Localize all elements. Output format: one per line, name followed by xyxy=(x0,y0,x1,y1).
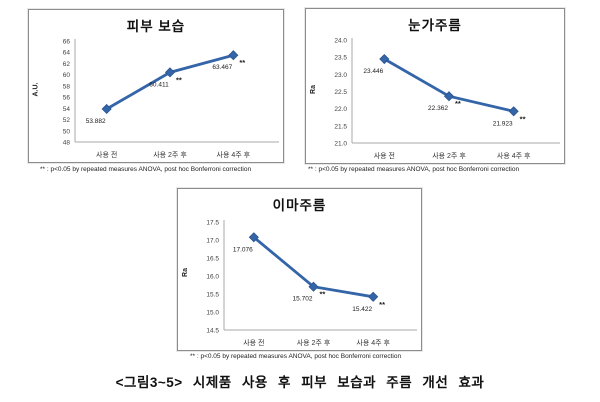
svg-text:15.0: 15.0 xyxy=(206,310,219,317)
y-axis-label-text: Ra xyxy=(309,84,317,94)
svg-text:사용 2주 후: 사용 2주 후 xyxy=(297,338,331,347)
svg-text:**: ** xyxy=(176,75,182,84)
y-axis-label: Ra xyxy=(178,213,192,350)
svg-text:**: ** xyxy=(239,58,245,67)
svg-text:50: 50 xyxy=(63,128,71,135)
line-chart-skin-moisture: 48 50 52 54 56 58 60 62 64 66 53.882 사용 전 60.411 ** 사용… xyxy=(63,39,279,159)
chart-card-skin-moisture: 피부 보습 A.U. 48 50 52 54 56 58 60 62 64 66 53.882 사용 … xyxy=(28,9,284,163)
svg-text:15.702: 15.702 xyxy=(293,296,313,303)
svg-text:21.923: 21.923 xyxy=(493,120,513,127)
svg-text:사용 전: 사용 전 xyxy=(243,338,264,347)
line-chart-eye-wrinkle: 21.0 21.5 22.0 22.5 23.0 23.5 24.0 23.446 사용 전 22… xyxy=(334,38,560,160)
svg-text:60: 60 xyxy=(63,72,71,79)
chart-footnote-skin-moisture: ** : p<0.05 by repeated measures ANOVA, … xyxy=(40,166,252,173)
svg-text:48: 48 xyxy=(63,140,71,147)
svg-text:**: ** xyxy=(520,114,526,123)
svg-text:17.076: 17.076 xyxy=(233,246,253,253)
y-axis-label-text: Ra xyxy=(181,268,189,277)
y-axis-label: A.U. xyxy=(29,34,43,162)
chart-area: Ra 21.0 21.5 22.0 22.5 23.0 23.5 24.0 23.446 사용 … xyxy=(306,33,564,163)
y-axis-label-text: A.U. xyxy=(32,82,40,96)
svg-text:60.411: 60.411 xyxy=(149,81,169,88)
svg-text:**: ** xyxy=(379,300,385,309)
svg-text:58: 58 xyxy=(63,83,71,90)
figure-caption: <그림3~5> 시제품 사용 후 피부 보습과 주름 개선 효과 xyxy=(115,375,485,390)
svg-text:21.0: 21.0 xyxy=(334,141,347,148)
chart-card-forehead-wrinkle: 이마주름 Ra 14.5 15.0 15.5 16.0 16.5 17.0 17.5 17.0… xyxy=(177,188,422,351)
svg-text:52: 52 xyxy=(63,117,71,124)
chart-footnote-eye-wrinkle: ** : p<0.05 by repeated measures ANOVA, … xyxy=(308,166,520,173)
svg-text:사용 전: 사용 전 xyxy=(374,151,395,160)
svg-text:24.0: 24.0 xyxy=(334,38,347,45)
svg-text:사용 4주 후: 사용 4주 후 xyxy=(217,150,251,159)
svg-text:사용 4주 후: 사용 4주 후 xyxy=(356,338,390,347)
chart-title-forehead-wrinkle: 이마주름 xyxy=(272,198,327,213)
chart-title-skin-moisture: 피부 보습 xyxy=(126,19,186,34)
svg-text:23.446: 23.446 xyxy=(363,68,383,75)
svg-text:16.0: 16.0 xyxy=(206,274,219,281)
chart-area: Ra 14.5 15.0 15.5 16.0 16.5 17.0 17.5 17.076 사용 … xyxy=(178,213,421,350)
svg-text:22.362: 22.362 xyxy=(428,105,448,112)
svg-text:56: 56 xyxy=(63,95,71,102)
svg-text:사용 2주 후: 사용 2주 후 xyxy=(153,150,187,159)
svg-text:17.5: 17.5 xyxy=(206,220,219,227)
svg-text:사용 전: 사용 전 xyxy=(96,150,117,159)
svg-text:16.5: 16.5 xyxy=(206,256,219,263)
svg-text:사용 4주 후: 사용 4주 후 xyxy=(497,151,531,160)
svg-text:54: 54 xyxy=(63,106,71,113)
svg-text:53.882: 53.882 xyxy=(86,118,106,125)
svg-text:22.5: 22.5 xyxy=(334,89,347,96)
svg-text:64: 64 xyxy=(63,50,71,57)
svg-text:23.0: 23.0 xyxy=(334,72,347,79)
svg-text:15.422: 15.422 xyxy=(352,306,372,313)
svg-text:14.5: 14.5 xyxy=(206,328,219,335)
svg-text:63.467: 63.467 xyxy=(212,64,232,71)
line-chart-forehead-wrinkle: 14.5 15.0 15.5 16.0 16.5 17.0 17.5 17.076 사용 전 15… xyxy=(206,220,417,347)
svg-text:23.5: 23.5 xyxy=(334,55,347,62)
svg-text:62: 62 xyxy=(63,61,71,68)
svg-text:22.0: 22.0 xyxy=(334,106,347,113)
y-axis-label: Ra xyxy=(306,33,320,163)
chart-card-eye-wrinkle: 눈가주름 Ra 21.0 21.5 22.0 22.5 23.0 23.5 24.0 23.4… xyxy=(305,8,565,164)
svg-text:17.0: 17.0 xyxy=(206,238,219,245)
svg-text:15.5: 15.5 xyxy=(206,292,219,299)
svg-text:66: 66 xyxy=(63,39,71,46)
svg-text:21.5: 21.5 xyxy=(334,123,347,130)
svg-text:**: ** xyxy=(455,99,461,108)
svg-text:**: ** xyxy=(320,290,326,299)
chart-title-eye-wrinkle: 눈가주름 xyxy=(408,18,462,33)
svg-text:사용 2주 후: 사용 2주 후 xyxy=(432,151,466,160)
chart-area: A.U. 48 50 52 54 56 58 60 62 64 66 53.882 사용 전 60.41… xyxy=(29,34,283,162)
chart-footnote-forehead-wrinkle: ** : p<0.05 by repeated measures ANOVA, … xyxy=(190,353,402,360)
